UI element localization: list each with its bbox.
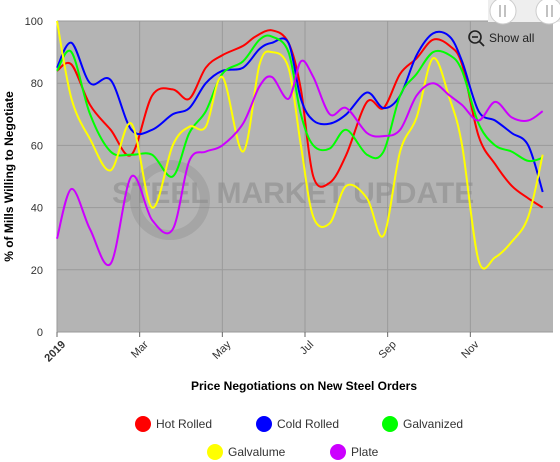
x-tick-label: 2019 [42, 339, 68, 365]
legend-marker-galvalume [207, 444, 223, 460]
legend-label-galvalume: Galvalume [228, 445, 286, 459]
series-line-galvalume[interactable] [56, 20, 544, 270]
x-axis-title: Price Negotiations on New Steel Orders [191, 379, 417, 393]
legend-item-hot-rolled[interactable]: Hot Rolled [135, 416, 212, 432]
legend-label-plate: Plate [351, 445, 379, 459]
legend-marker-galvanized [382, 416, 398, 432]
legend-marker-cold-rolled [256, 416, 272, 432]
legend-label-hot-rolled: Hot Rolled [156, 417, 212, 431]
y-tick-label: 0 [37, 327, 43, 339]
watermark-text: STEEL MARKET UPDATE [112, 177, 474, 210]
legend-label-cold-rolled: Cold Rolled [277, 417, 339, 431]
legend-marker-hot-rolled [135, 416, 151, 432]
navigator-bar [488, 0, 560, 25]
y-tick-label: 100 [25, 16, 43, 28]
legend-marker-plate [330, 444, 346, 460]
legend-item-galvanized[interactable]: Galvanized [382, 416, 463, 432]
y-tick-label: 40 [31, 203, 43, 215]
y-tick-label: 60 [31, 140, 43, 152]
x-tick-label: Nov [459, 338, 482, 361]
legend-label-galvanized: Galvanized [403, 417, 463, 431]
series-layer [56, 20, 544, 270]
x-axis-ticks: 2019 Mar May Jul Sep Nov [42, 332, 482, 365]
show-all-button[interactable]: Show all [468, 30, 534, 47]
x-tick-label: Mar [129, 338, 151, 360]
x-tick-label: Jul [298, 339, 316, 357]
x-tick-label: Sep [377, 339, 399, 361]
series-line-plate[interactable] [56, 59, 544, 267]
legend-item-plate[interactable]: Plate [330, 444, 379, 460]
zoom-out-icon [468, 30, 485, 47]
y-axis-title: % of Mills Willing to Negotiate [2, 91, 16, 262]
show-all-label: Show all [489, 31, 534, 45]
y-tick-label: 80 [31, 78, 43, 90]
y-tick-label: 20 [31, 265, 43, 277]
legend-item-galvalume[interactable]: Galvalume [207, 444, 286, 460]
navigator-right-handle[interactable] [535, 0, 560, 25]
legend-item-cold-rolled[interactable]: Cold Rolled [256, 416, 339, 432]
x-tick-label: May [210, 338, 234, 362]
series-line-cold-rolled[interactable] [56, 30, 544, 193]
legend: Hot Rolled Cold Rolled Galvanized Galvalume… [135, 416, 463, 460]
watermark-logo-ring [130, 160, 210, 240]
y-axis-ticks: 0 20 40 60 80 100 [25, 16, 43, 339]
series-line-galvanized[interactable] [56, 34, 543, 178]
navigator-left-handle[interactable] [489, 0, 517, 25]
